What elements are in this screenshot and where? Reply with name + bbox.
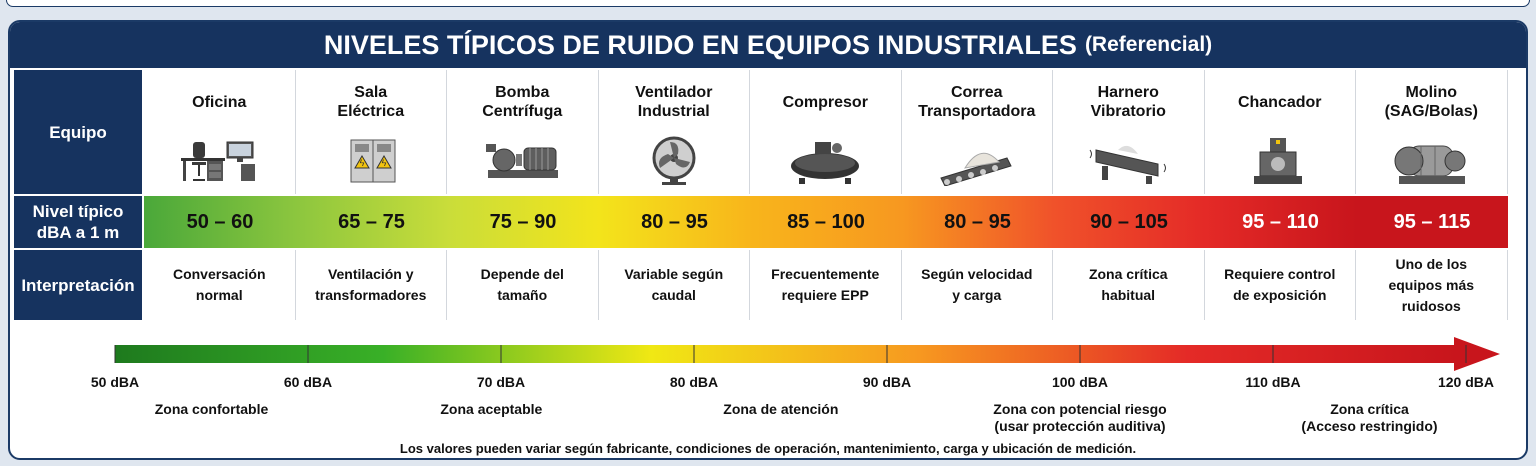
- zone-label: Zona con potencial riesgo (usar protecci…: [993, 401, 1167, 434]
- title-bar: NIVELES TÍPICOS DE RUIDO EN EQUIPOS INDU…: [10, 22, 1526, 68]
- zone-label: Zona aceptable: [440, 401, 543, 417]
- noise-level-cell: 90 – 105: [1053, 196, 1205, 248]
- interpretation-cell: Según velocidad y carga: [902, 250, 1053, 320]
- equipment-cell: Bomba Centrífuga: [447, 70, 599, 194]
- zone-label: Zona confortable: [154, 401, 269, 417]
- scale-arrow-head: [1454, 337, 1500, 371]
- equipment-cell: Ventilador Industrial: [599, 70, 750, 194]
- equipment-cell: Chancador: [1205, 70, 1356, 194]
- equipment-name: Oficina: [192, 93, 247, 111]
- title-sub: (Referencial): [1084, 33, 1213, 56]
- conveyor-belt-icon: [937, 136, 1017, 191]
- equipment-cell: Compresor: [750, 70, 902, 194]
- scale-tick-label: 110 dBA: [1245, 374, 1301, 390]
- interpretation-cell: Ventilación y transformadores: [296, 250, 447, 320]
- equipment-name: Sala Eléctrica: [337, 84, 405, 120]
- noise-level-cell: 65 – 75: [295, 196, 448, 248]
- interpretation-cell: Conversación normal: [144, 250, 296, 320]
- noise-level-cell: 80 – 95: [598, 196, 751, 248]
- top-border-line: [6, 0, 1530, 7]
- scale-tick-label: 120 dBA: [1437, 374, 1495, 390]
- title-main: NIVELES TÍPICOS DE RUIDO EN EQUIPOS INDU…: [323, 29, 1077, 60]
- noise-level-cell: 95 – 110: [1204, 196, 1357, 248]
- equipment-cell: Correa Transportadora: [902, 70, 1053, 194]
- scale-tick-label: 90 dBA: [862, 374, 912, 390]
- infographic-panel: NIVELES TÍPICOS DE RUIDO EN EQUIPOS INDU…: [8, 20, 1528, 460]
- equipment-cell: Molino (SAG/Bolas): [1356, 70, 1508, 194]
- scale-tick-label: 50 dBA: [90, 374, 140, 390]
- equipment-name: Correa Transportadora: [918, 84, 1036, 120]
- noise-scale: [114, 337, 1500, 371]
- equipment-name: Bomba Centrífuga: [482, 84, 563, 120]
- interpretation-cell: Requiere control de exposición: [1205, 250, 1356, 320]
- row-header-equipo: Equipo: [14, 70, 142, 194]
- scale-gradient-bar: [115, 345, 1456, 363]
- noise-level-cell: 85 – 100: [750, 196, 902, 248]
- equipment-name: Compresor: [782, 93, 868, 111]
- centrifugal-pump-icon: [482, 136, 562, 191]
- equipment-name: Ventilador Industrial: [635, 84, 713, 120]
- scale-tick-label: 70 dBA: [476, 374, 526, 390]
- equipment-name: Molino (SAG/Bolas): [1384, 84, 1478, 120]
- equipment-cell: Harnero Vibratorio: [1053, 70, 1205, 194]
- scale-tick-label: 60 dBA: [283, 374, 333, 390]
- interpretation-cell: Zona crítica habitual: [1053, 250, 1205, 320]
- equipment-cell: Oficina: [144, 70, 296, 194]
- interpretation-cell: Variable según caudal: [599, 250, 750, 320]
- equipment-cell: Sala Eléctrica ϟ ϟ: [296, 70, 447, 194]
- noise-level-cell: 80 – 95: [901, 196, 1054, 248]
- equipment-name: Harnero Vibratorio: [1090, 84, 1166, 120]
- interpretation-cell: Depende del tamaño: [447, 250, 599, 320]
- interpretation-cell: Uno de los equipos más ruidosos: [1356, 250, 1508, 320]
- svg-text:ϟ: ϟ: [381, 158, 386, 168]
- row-header-nivel: Nivel típico dBA a 1 m: [14, 196, 142, 248]
- office-desk-icon: [179, 136, 259, 191]
- scale-tick-label: 100 dBA: [1051, 374, 1109, 390]
- noise-level-cell: 95 – 115: [1356, 196, 1508, 248]
- zone-label: Zona crítica (Acceso restringido): [1301, 401, 1438, 434]
- mill-icon: [1391, 136, 1471, 191]
- interpretation-cell: Frecuentemente requiere EPP: [750, 250, 902, 320]
- row-header-interpretacion: Interpretación: [14, 250, 142, 320]
- zone-label: Zona de atención: [723, 401, 839, 417]
- industrial-fan-icon: [634, 136, 714, 191]
- compressor-icon: [785, 136, 865, 191]
- scale-tick-label: 80 dBA: [669, 374, 719, 390]
- footnote: Los valores pueden variar según fabrican…: [399, 441, 1137, 456]
- noise-level-cell: 50 – 60: [144, 196, 296, 248]
- svg-text:ϟ: ϟ: [359, 158, 364, 168]
- equipment-name: Chancador: [1237, 93, 1322, 111]
- noise-level-cell: 75 – 90: [447, 196, 599, 248]
- crusher-icon: [1240, 136, 1320, 191]
- vibrating-screen-icon: [1088, 136, 1168, 191]
